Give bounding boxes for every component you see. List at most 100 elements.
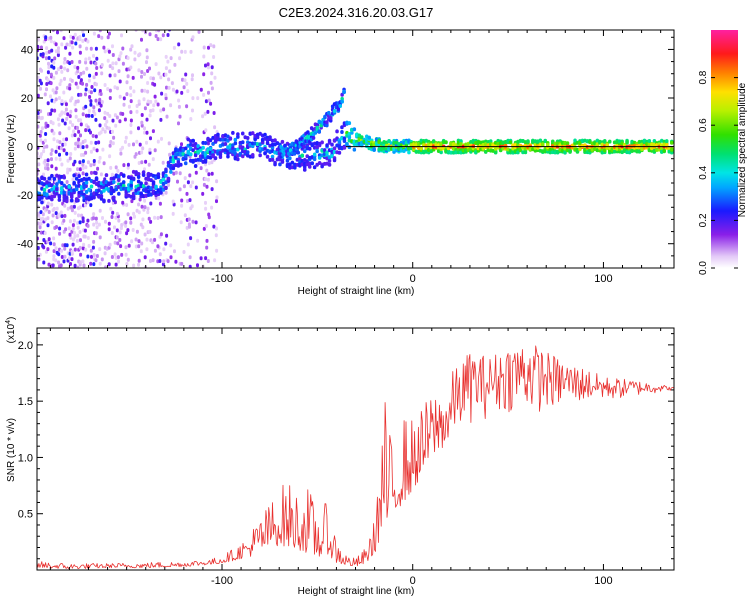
spectrogram-cell bbox=[82, 70, 86, 75]
spectrogram-cell bbox=[103, 129, 107, 134]
spectrogram-cell bbox=[151, 157, 155, 162]
spectrogram-cell bbox=[146, 210, 150, 215]
spectrogram-cell bbox=[76, 167, 80, 172]
colorbar: 0.0 0.2 0.4 0.6 0.8 Normalized spectral ampl… bbox=[698, 30, 748, 275]
spectrogram-cell bbox=[159, 190, 163, 195]
spectrogram-cell bbox=[71, 242, 75, 247]
spectrogram-cell bbox=[37, 93, 40, 98]
spectrogram-cell bbox=[62, 60, 66, 65]
colorbar-tick-label: 0.4 bbox=[698, 165, 709, 179]
spectrogram-cell bbox=[85, 113, 88, 118]
spectrogram-cell bbox=[154, 34, 158, 38]
spectrogram-cell bbox=[327, 138, 332, 143]
spectrogram-cell bbox=[161, 33, 165, 38]
spectrogram-cell bbox=[130, 44, 134, 49]
spectrogram-cell bbox=[89, 90, 93, 95]
spectrogram-cell bbox=[241, 154, 245, 159]
x-tick-label: 0 bbox=[410, 575, 416, 587]
spectrogram-cell bbox=[81, 246, 85, 251]
spectrogram-cell bbox=[140, 160, 144, 165]
spectrogram-cell bbox=[82, 242, 86, 247]
spectrogram-cell bbox=[79, 190, 84, 195]
spectrogram-cell bbox=[58, 131, 62, 136]
spectrogram-cell bbox=[325, 150, 329, 155]
spectrogram-cell bbox=[39, 129, 43, 134]
spectrogram-cell bbox=[64, 45, 68, 50]
spectrogram-cell bbox=[159, 232, 163, 237]
spectrogram-cell bbox=[145, 55, 149, 60]
spectrogram-cell bbox=[151, 180, 156, 185]
spectrogram-cell bbox=[65, 151, 69, 156]
spectrogram-cell bbox=[129, 99, 133, 104]
spectrogram-cell bbox=[183, 78, 187, 83]
spectrogram-cell bbox=[84, 189, 89, 194]
spectrogram-cell bbox=[72, 181, 76, 186]
spectrogram-cell bbox=[176, 179, 179, 184]
spectrogram-cell bbox=[121, 145, 124, 150]
spectrogram-cell bbox=[340, 99, 344, 104]
spectrogram-cell bbox=[87, 56, 91, 61]
spectrogram-cell bbox=[145, 48, 149, 53]
spectrogram-cell bbox=[58, 157, 62, 162]
spectrogram-cell bbox=[122, 102, 126, 107]
spectrogram-cell bbox=[86, 218, 90, 223]
spectrogram-cell bbox=[149, 108, 153, 113]
spectrogram-cell bbox=[60, 181, 64, 185]
spectrogram-cell bbox=[141, 146, 145, 151]
spectrogram-cell bbox=[199, 256, 203, 261]
spectrogram-cell bbox=[665, 139, 669, 144]
spectrogram-cell bbox=[202, 92, 206, 97]
figure-title: C2E3.2024.316.20.03.G17 bbox=[279, 5, 434, 20]
spectrogram-cell bbox=[188, 173, 192, 178]
spectrogram-cell bbox=[62, 190, 66, 195]
spectrogram-cell bbox=[70, 78, 74, 83]
spectrogram-cell bbox=[207, 98, 211, 103]
spectrogram-cell bbox=[108, 114, 112, 118]
spectrogram-cell bbox=[76, 144, 80, 149]
spectrogram-cell bbox=[39, 138, 43, 143]
spectrogram-cell bbox=[49, 152, 53, 156]
x-tick-label: -100 bbox=[211, 575, 233, 587]
spectrogram-cell bbox=[216, 132, 220, 137]
spectrogram-cell bbox=[322, 148, 327, 153]
spectrogram-cell bbox=[50, 98, 54, 103]
spectrogram-cell bbox=[86, 223, 90, 228]
spectrogram-cell bbox=[68, 167, 72, 172]
spectrogram-cell bbox=[84, 87, 88, 92]
spectrogram-cell bbox=[330, 142, 334, 147]
spectrogram-cell bbox=[148, 66, 151, 71]
spectrogram-cell bbox=[65, 137, 68, 142]
spectrogram-cell bbox=[270, 157, 275, 162]
spectrogram-cell bbox=[109, 165, 113, 170]
spectrogram-cell bbox=[92, 262, 96, 267]
spectrogram-cell bbox=[124, 135, 128, 140]
spectrogram-cell bbox=[108, 143, 112, 148]
spectrogram-cell bbox=[160, 91, 164, 96]
spectrogram-cell bbox=[119, 244, 123, 249]
spectrogram-cell bbox=[43, 92, 47, 97]
spectrogram-cell bbox=[46, 78, 50, 82]
spectrogram-cell bbox=[84, 92, 87, 97]
spectrogram-cell bbox=[338, 104, 342, 108]
spectrogram-cell bbox=[134, 152, 138, 157]
spectrogram-cell bbox=[55, 187, 59, 192]
spectrogram-cell bbox=[68, 86, 72, 91]
spectrogram-cell bbox=[68, 83, 72, 88]
spectrogram-cell bbox=[71, 223, 75, 228]
spectrogram-cell bbox=[51, 263, 55, 268]
spectrogram-cell bbox=[210, 65, 214, 70]
spectrogram-cell bbox=[308, 146, 312, 151]
spectrogram-cell bbox=[122, 96, 126, 101]
spectrogram-cell bbox=[126, 56, 130, 60]
spectrogram-cell bbox=[171, 199, 175, 204]
spectrogram-cell bbox=[156, 216, 160, 220]
spectrogram-cell bbox=[153, 148, 157, 153]
spectrogram-cell bbox=[143, 126, 146, 131]
spectrogram-cell bbox=[258, 153, 262, 158]
spectrogram-cell bbox=[42, 149, 46, 154]
spectrogram-cell bbox=[131, 228, 135, 232]
spectrogram-cell bbox=[79, 252, 83, 257]
spectrogram-cell bbox=[129, 183, 133, 188]
spectrogram-cell bbox=[95, 66, 99, 70]
spectrogram-x-label: Height of straight line (km) bbox=[298, 286, 415, 297]
